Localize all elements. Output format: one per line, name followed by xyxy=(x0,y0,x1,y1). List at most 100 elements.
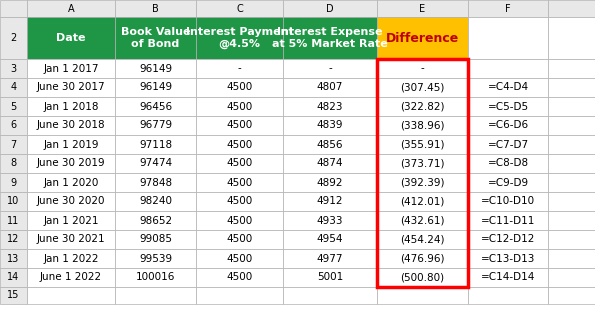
Bar xyxy=(196,0,283,17)
Bar xyxy=(468,97,548,116)
Text: =C6-D6: =C6-D6 xyxy=(487,121,528,130)
Bar xyxy=(548,211,595,230)
Bar xyxy=(27,287,115,304)
Bar xyxy=(468,268,548,287)
Bar xyxy=(0,17,27,59)
Bar xyxy=(283,192,377,211)
Bar xyxy=(468,17,548,59)
Text: 99539: 99539 xyxy=(139,254,172,263)
Bar xyxy=(0,116,27,135)
Text: 4874: 4874 xyxy=(317,159,343,168)
Bar xyxy=(283,268,377,287)
Text: 4: 4 xyxy=(11,83,17,93)
Text: (307.45): (307.45) xyxy=(400,83,444,93)
Bar xyxy=(377,17,468,59)
Bar xyxy=(196,249,283,268)
Text: -: - xyxy=(237,63,242,73)
Bar xyxy=(0,154,27,173)
Text: 4500: 4500 xyxy=(226,101,253,112)
Text: (322.82): (322.82) xyxy=(400,101,444,112)
Text: (432.61): (432.61) xyxy=(400,216,444,226)
Text: (373.71): (373.71) xyxy=(400,159,444,168)
Bar xyxy=(377,211,468,230)
Bar xyxy=(468,211,548,230)
Bar xyxy=(0,59,27,78)
Text: 12: 12 xyxy=(7,234,20,244)
Text: 4839: 4839 xyxy=(317,121,343,130)
Bar xyxy=(0,249,27,268)
Bar xyxy=(27,59,115,78)
Text: 4500: 4500 xyxy=(226,272,253,283)
Bar xyxy=(196,97,283,116)
Bar xyxy=(377,249,468,268)
Text: Jan 1 2017: Jan 1 2017 xyxy=(43,63,99,73)
Text: Interest Payment
@4.5%: Interest Payment @4.5% xyxy=(186,27,293,49)
Bar xyxy=(27,78,115,97)
Bar xyxy=(115,268,196,287)
Bar xyxy=(27,211,115,230)
Text: 10: 10 xyxy=(7,197,20,206)
Text: 13: 13 xyxy=(7,254,20,263)
Text: 4500: 4500 xyxy=(226,159,253,168)
Text: 97118: 97118 xyxy=(139,139,172,150)
Text: 98652: 98652 xyxy=(139,216,172,226)
Bar xyxy=(115,211,196,230)
Bar xyxy=(115,97,196,116)
Bar xyxy=(115,230,196,249)
Bar xyxy=(377,78,468,97)
Text: 4977: 4977 xyxy=(317,254,343,263)
Bar xyxy=(468,287,548,304)
Bar xyxy=(377,287,468,304)
Text: =C8-D8: =C8-D8 xyxy=(487,159,528,168)
Text: 4933: 4933 xyxy=(317,216,343,226)
Bar xyxy=(115,0,196,17)
Bar xyxy=(468,59,548,78)
Text: 4954: 4954 xyxy=(317,234,343,244)
Bar xyxy=(115,59,196,78)
Bar xyxy=(468,135,548,154)
Bar xyxy=(27,0,115,17)
Bar xyxy=(115,249,196,268)
Bar xyxy=(468,173,548,192)
Text: =C7-D7: =C7-D7 xyxy=(487,139,528,150)
Text: 4500: 4500 xyxy=(226,83,253,93)
Text: June 30 2017: June 30 2017 xyxy=(37,83,105,93)
Bar xyxy=(0,173,27,192)
Bar xyxy=(283,97,377,116)
Text: 99085: 99085 xyxy=(139,234,172,244)
Bar xyxy=(27,154,115,173)
Text: June 30 2018: June 30 2018 xyxy=(37,121,105,130)
Bar xyxy=(0,268,27,287)
Bar xyxy=(377,97,468,116)
Bar xyxy=(283,135,377,154)
Bar xyxy=(468,116,548,135)
Bar xyxy=(0,135,27,154)
Bar xyxy=(548,78,595,97)
Bar xyxy=(377,173,468,192)
Bar xyxy=(468,0,548,17)
Bar xyxy=(27,268,115,287)
Bar xyxy=(548,59,595,78)
Text: (454.24): (454.24) xyxy=(400,234,444,244)
Text: Jan 1 2021: Jan 1 2021 xyxy=(43,216,99,226)
Text: 100016: 100016 xyxy=(136,272,175,283)
Bar xyxy=(0,97,27,116)
Text: =C12-D12: =C12-D12 xyxy=(481,234,535,244)
Bar xyxy=(27,17,115,59)
Text: 4500: 4500 xyxy=(226,234,253,244)
Bar xyxy=(196,173,283,192)
Text: 97848: 97848 xyxy=(139,177,172,188)
Text: June 30 2019: June 30 2019 xyxy=(37,159,105,168)
Bar xyxy=(283,78,377,97)
Text: 98240: 98240 xyxy=(139,197,172,206)
Bar xyxy=(27,97,115,116)
Text: Date: Date xyxy=(57,33,86,43)
Bar xyxy=(283,249,377,268)
Text: 4823: 4823 xyxy=(317,101,343,112)
Bar xyxy=(377,59,468,287)
Bar xyxy=(283,154,377,173)
Bar xyxy=(27,230,115,249)
Bar xyxy=(468,78,548,97)
Bar xyxy=(548,0,595,17)
Bar xyxy=(196,154,283,173)
